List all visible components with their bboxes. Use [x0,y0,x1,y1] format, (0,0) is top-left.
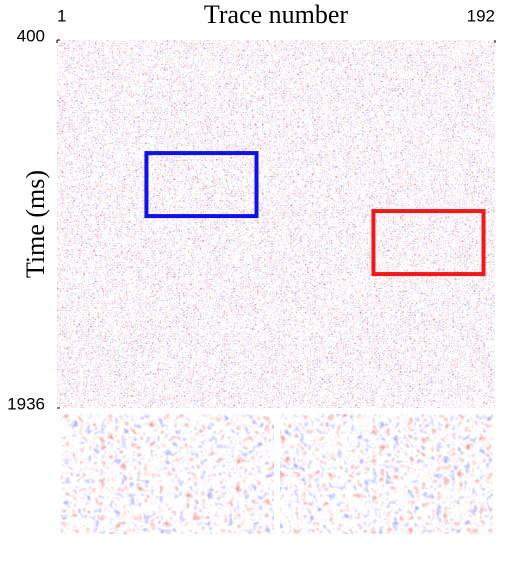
zoom-panel [277,411,496,537]
region-box [144,151,259,219]
x-tick-label: 192 [467,6,495,25]
x-axis-label: Trace number [204,0,349,29]
x-tick-label: 1 [57,6,66,25]
seismic-section [56,39,496,409]
y-tick-label: 400 [17,26,45,45]
y-tick-label: 1936 [7,394,45,413]
region-box [371,209,486,277]
zoom-panel [58,411,277,537]
y-axis-label: Time (ms) [21,170,50,278]
